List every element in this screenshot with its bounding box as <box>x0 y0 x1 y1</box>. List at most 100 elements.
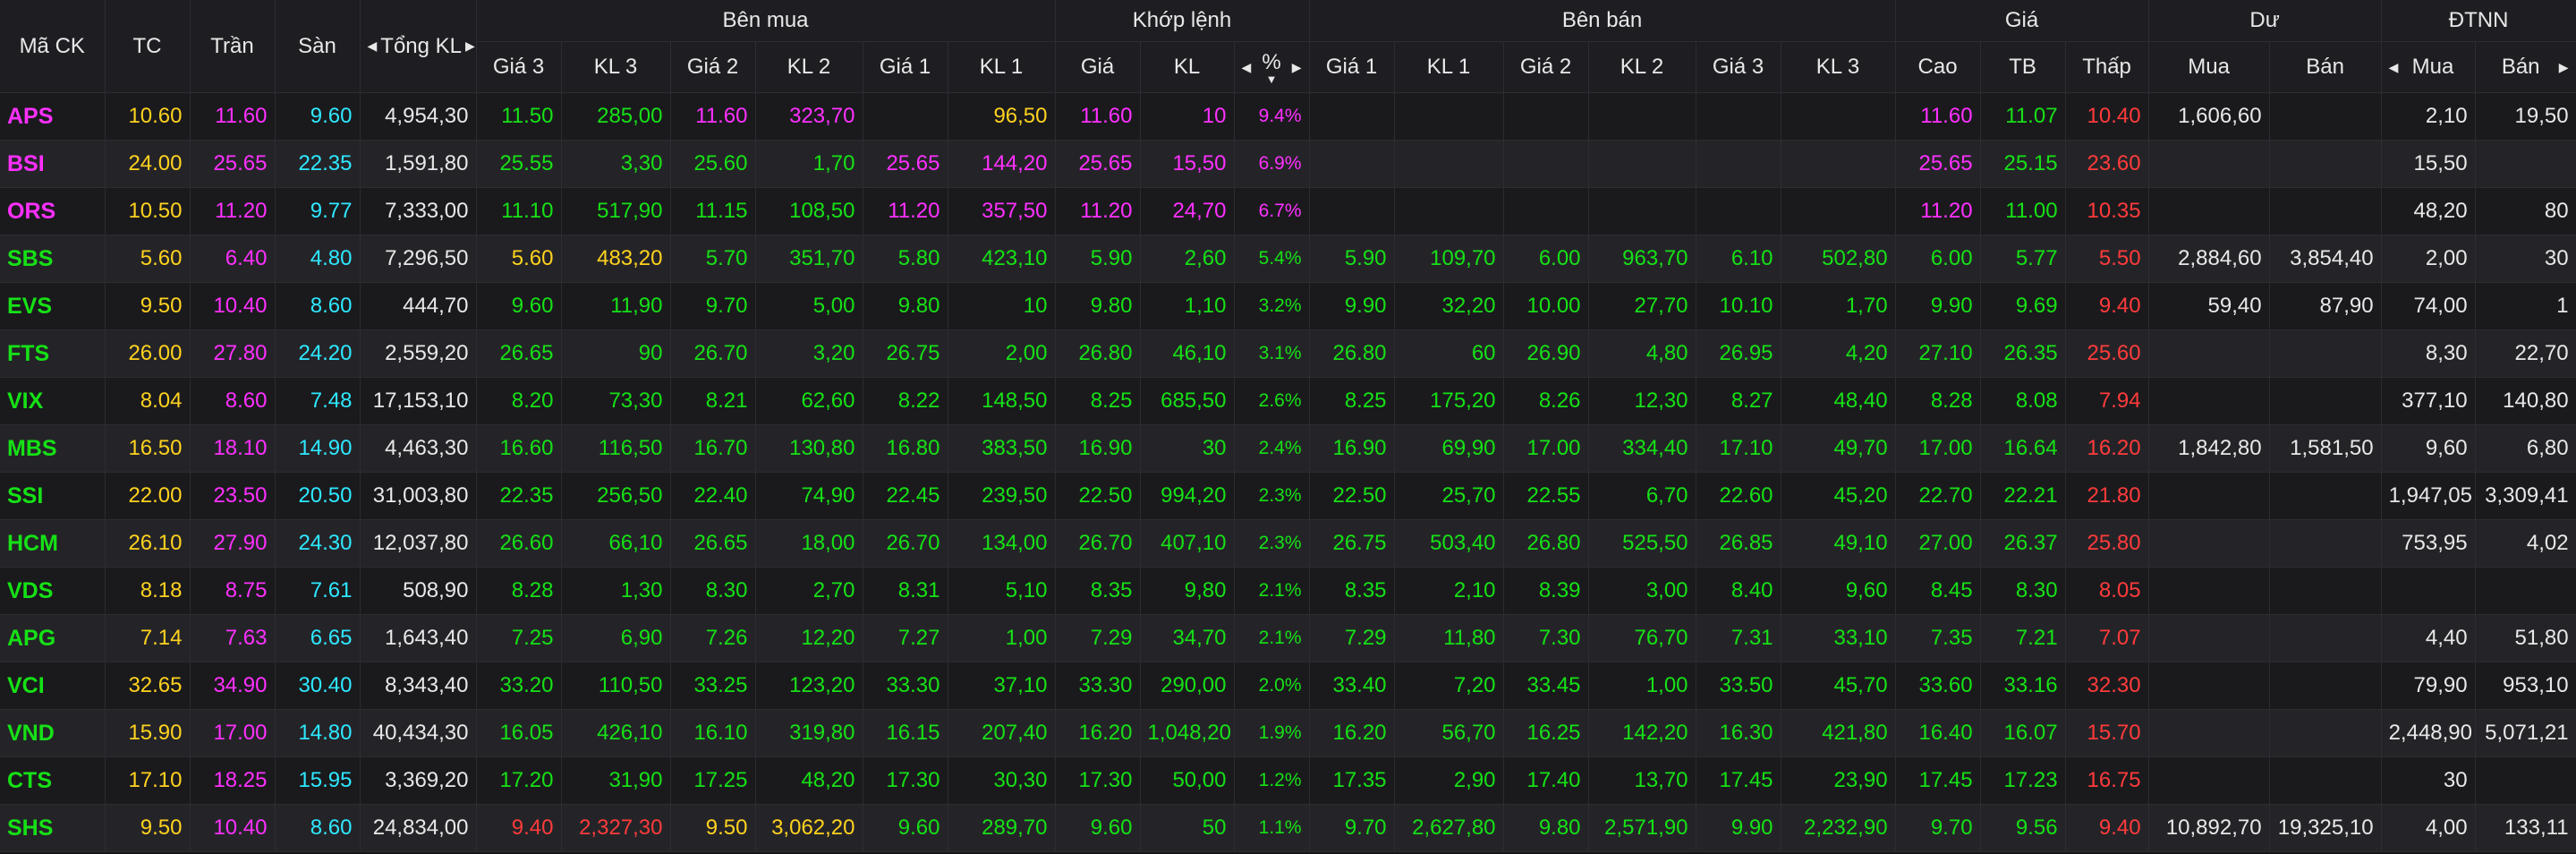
table-row[interactable]: SSI 22.00 23.50 20.50 31,003,80 22.35 256,50 22… <box>0 472 2576 520</box>
cell-symbol[interactable]: CTS <box>0 756 106 805</box>
table-row[interactable]: EVS 9.50 10.40 8.60 444,70 9.60 11,90 9.70 5,00 9… <box>0 282 2576 330</box>
cell-symbol[interactable]: ORS <box>0 187 106 235</box>
scroll-right-icon[interactable]: ▶ <box>465 38 475 53</box>
header-match-pct[interactable]: ◀% ▼ ▶ <box>1234 41 1310 93</box>
cell-buy-vol-3: 116,50 <box>561 424 671 473</box>
table-row[interactable]: APS 10.60 11.60 9.60 4,954,30 11.50 285,00 11.6… <box>0 92 2576 141</box>
cell-ref: 16.50 <box>105 424 191 473</box>
cell-buy-price-1: 26.70 <box>863 519 948 568</box>
scroll-right-icon[interactable]: ▶ <box>1291 59 1302 74</box>
header-sell-group: Bên bán <box>1309 0 1896 42</box>
header-price-col-0[interactable]: Cao <box>1895 41 1981 93</box>
cell-symbol[interactable]: VDS <box>0 567 106 615</box>
cell-sell-price-1: 9.90 <box>1309 282 1395 330</box>
cell-buy-price-3: 22.35 <box>476 472 562 520</box>
header-price-col-1[interactable]: TB <box>1980 41 2066 93</box>
cell-buy-price-3: 11.10 <box>476 187 562 235</box>
cell-remain-sell: 19,325,10 <box>2269 804 2382 852</box>
cell-symbol[interactable]: SSI <box>0 472 106 520</box>
header-total-volume[interactable]: ◀ Tổng KL ▶ <box>360 0 477 93</box>
table-row[interactable]: APG 7.14 7.63 6.65 1,643,40 7.25 6,90 7.26 12,20… <box>0 614 2576 662</box>
cell-symbol[interactable]: HCM <box>0 519 106 568</box>
cell-symbol[interactable]: SBS <box>0 235 106 283</box>
cell-low: 16.20 <box>2065 424 2149 473</box>
table-row[interactable]: VND 15.90 17.00 14.80 40,434,30 16.05 426,10 16… <box>0 709 2576 757</box>
header-remain-col-1[interactable]: Bán <box>2269 41 2382 93</box>
header-sell-col-3[interactable]: KL 2 <box>1588 41 1696 93</box>
header-buy-col-0[interactable]: Giá 3 <box>476 41 562 93</box>
header-buy-col-4[interactable]: Giá 1 <box>863 41 948 93</box>
table-row[interactable]: VIX 8.04 8.60 7.48 17,153,10 8.20 73,30 8.21 62,… <box>0 377 2576 425</box>
cell-avg: 5.77 <box>1980 235 2066 283</box>
cell-symbol[interactable]: VCI <box>0 662 106 710</box>
table-row[interactable]: CTS 17.10 18.25 15.95 3,369,20 17.20 31,90 17.2… <box>0 756 2576 805</box>
cell-symbol[interactable]: EVS <box>0 282 106 330</box>
cell-sell-price-2: 9.80 <box>1503 804 1589 852</box>
cell-buy-price-1: 5.80 <box>863 235 948 283</box>
header-buy-col-1[interactable]: KL 3 <box>561 41 671 93</box>
cell-buy-vol-2: 123,20 <box>755 662 863 710</box>
cell-sell-vol-2 <box>1588 92 1696 141</box>
table-row[interactable]: SHS 9.50 10.40 8.60 24,834,00 9.40 2,327,30 9.5… <box>0 804 2576 852</box>
table-row[interactable]: VCI 32.65 34.90 30.40 8,343,40 33.20 110,50 33.… <box>0 662 2576 710</box>
scroll-left-icon[interactable]: ◀ <box>367 38 378 53</box>
header-match-col-1[interactable]: KL <box>1140 41 1235 93</box>
cell-symbol[interactable]: VND <box>0 709 106 757</box>
cell-symbol[interactable]: FTS <box>0 329 106 378</box>
cell-match-pct: 1.1% <box>1234 804 1310 852</box>
cell-foreign-sell: 80 <box>2475 187 2576 235</box>
scroll-left-icon[interactable]: ◀ <box>1241 59 1252 74</box>
header-sell-col-1[interactable]: KL 1 <box>1394 41 1504 93</box>
table-row[interactable]: BSI 24.00 25.65 22.35 1,591,80 25.55 3,30 25.60… <box>0 140 2576 188</box>
cell-ref: 7.14 <box>105 614 191 662</box>
header-buy-col-2[interactable]: Giá 2 <box>670 41 756 93</box>
cell-buy-vol-2: 351,70 <box>755 235 863 283</box>
header-foreign-sell[interactable]: Bán ▶ <box>2475 41 2576 93</box>
cell-buy-price-2: 9.50 <box>670 804 756 852</box>
cell-buy-vol-2: 12,20 <box>755 614 863 662</box>
cell-ceil: 7.63 <box>190 614 276 662</box>
cell-symbol[interactable]: APG <box>0 614 106 662</box>
cell-symbol[interactable]: APS <box>0 92 106 141</box>
cell-sell-vol-2: 12,30 <box>1588 377 1696 425</box>
cell-symbol[interactable]: BSI <box>0 140 106 188</box>
cell-foreign-sell: 19,50 <box>2475 92 2576 141</box>
header-sell-col-0[interactable]: Giá 1 <box>1309 41 1395 93</box>
cell-sell-vol-3: 48,40 <box>1781 377 1896 425</box>
cell-sell-price-2: 26.90 <box>1503 329 1589 378</box>
header-ceil[interactable]: Trần <box>190 0 276 93</box>
cell-symbol[interactable]: SHS <box>0 804 106 852</box>
table-row[interactable]: ORS 10.50 11.20 9.77 7,333,00 11.10 517,90 11.1… <box>0 187 2576 235</box>
cell-sell-price-3: 26.95 <box>1696 329 1781 378</box>
cell-avg: 26.35 <box>1980 329 2066 378</box>
header-sell-col-2[interactable]: Giá 2 <box>1503 41 1589 93</box>
cell-foreign-sell: 140,80 <box>2475 377 2576 425</box>
cell-buy-price-3: 16.60 <box>476 424 562 473</box>
header-ref[interactable]: TC <box>105 0 191 93</box>
table-row[interactable]: HCM 26.10 27.90 24.30 12,037,80 26.60 66,10 26.… <box>0 519 2576 568</box>
header-buy-col-3[interactable]: KL 2 <box>755 41 863 93</box>
header-remain-col-0[interactable]: Mua <box>2148 41 2270 93</box>
cell-sell-price-2: 17.00 <box>1503 424 1589 473</box>
header-buy-group: Bên mua <box>476 0 1056 42</box>
scroll-right-icon[interactable]: ▶ <box>2558 59 2569 74</box>
table-row[interactable]: FTS 26.00 27.80 24.20 2,559,20 26.65 90 26.70 3,… <box>0 329 2576 378</box>
scroll-left-icon[interactable]: ◀ <box>2388 59 2399 74</box>
table-row[interactable]: SBS 5.60 6.40 4.80 7,296,50 5.60 483,20 5.70 351… <box>0 235 2576 283</box>
header-buy-col-5[interactable]: KL 1 <box>948 41 1056 93</box>
cell-symbol[interactable]: MBS <box>0 424 106 473</box>
sort-desc-icon[interactable]: ▼ <box>1265 73 1278 86</box>
table-row[interactable]: MBS 16.50 18.10 14.90 4,463,30 16.60 116,50 16.… <box>0 424 2576 473</box>
header-sell-col-4[interactable]: Giá 3 <box>1696 41 1781 93</box>
header-match-col-0[interactable]: Giá <box>1055 41 1141 93</box>
header-foreign-buy[interactable]: ◀ Mua <box>2381 41 2476 93</box>
table-row[interactable]: VDS 8.18 8.75 7.61 508,90 8.28 1,30 8.30 2,70 8.3… <box>0 567 2576 615</box>
cell-ceil: 11.60 <box>190 92 276 141</box>
cell-symbol[interactable]: VIX <box>0 377 106 425</box>
header-floor[interactable]: Sàn <box>275 0 361 93</box>
cell-total-volume: 4,463,30 <box>360 424 477 473</box>
header-price-col-2[interactable]: Thấp <box>2065 41 2149 93</box>
header-symbol[interactable]: Mã CK <box>0 0 106 93</box>
header-sell-col-5[interactable]: KL 3 <box>1781 41 1896 93</box>
